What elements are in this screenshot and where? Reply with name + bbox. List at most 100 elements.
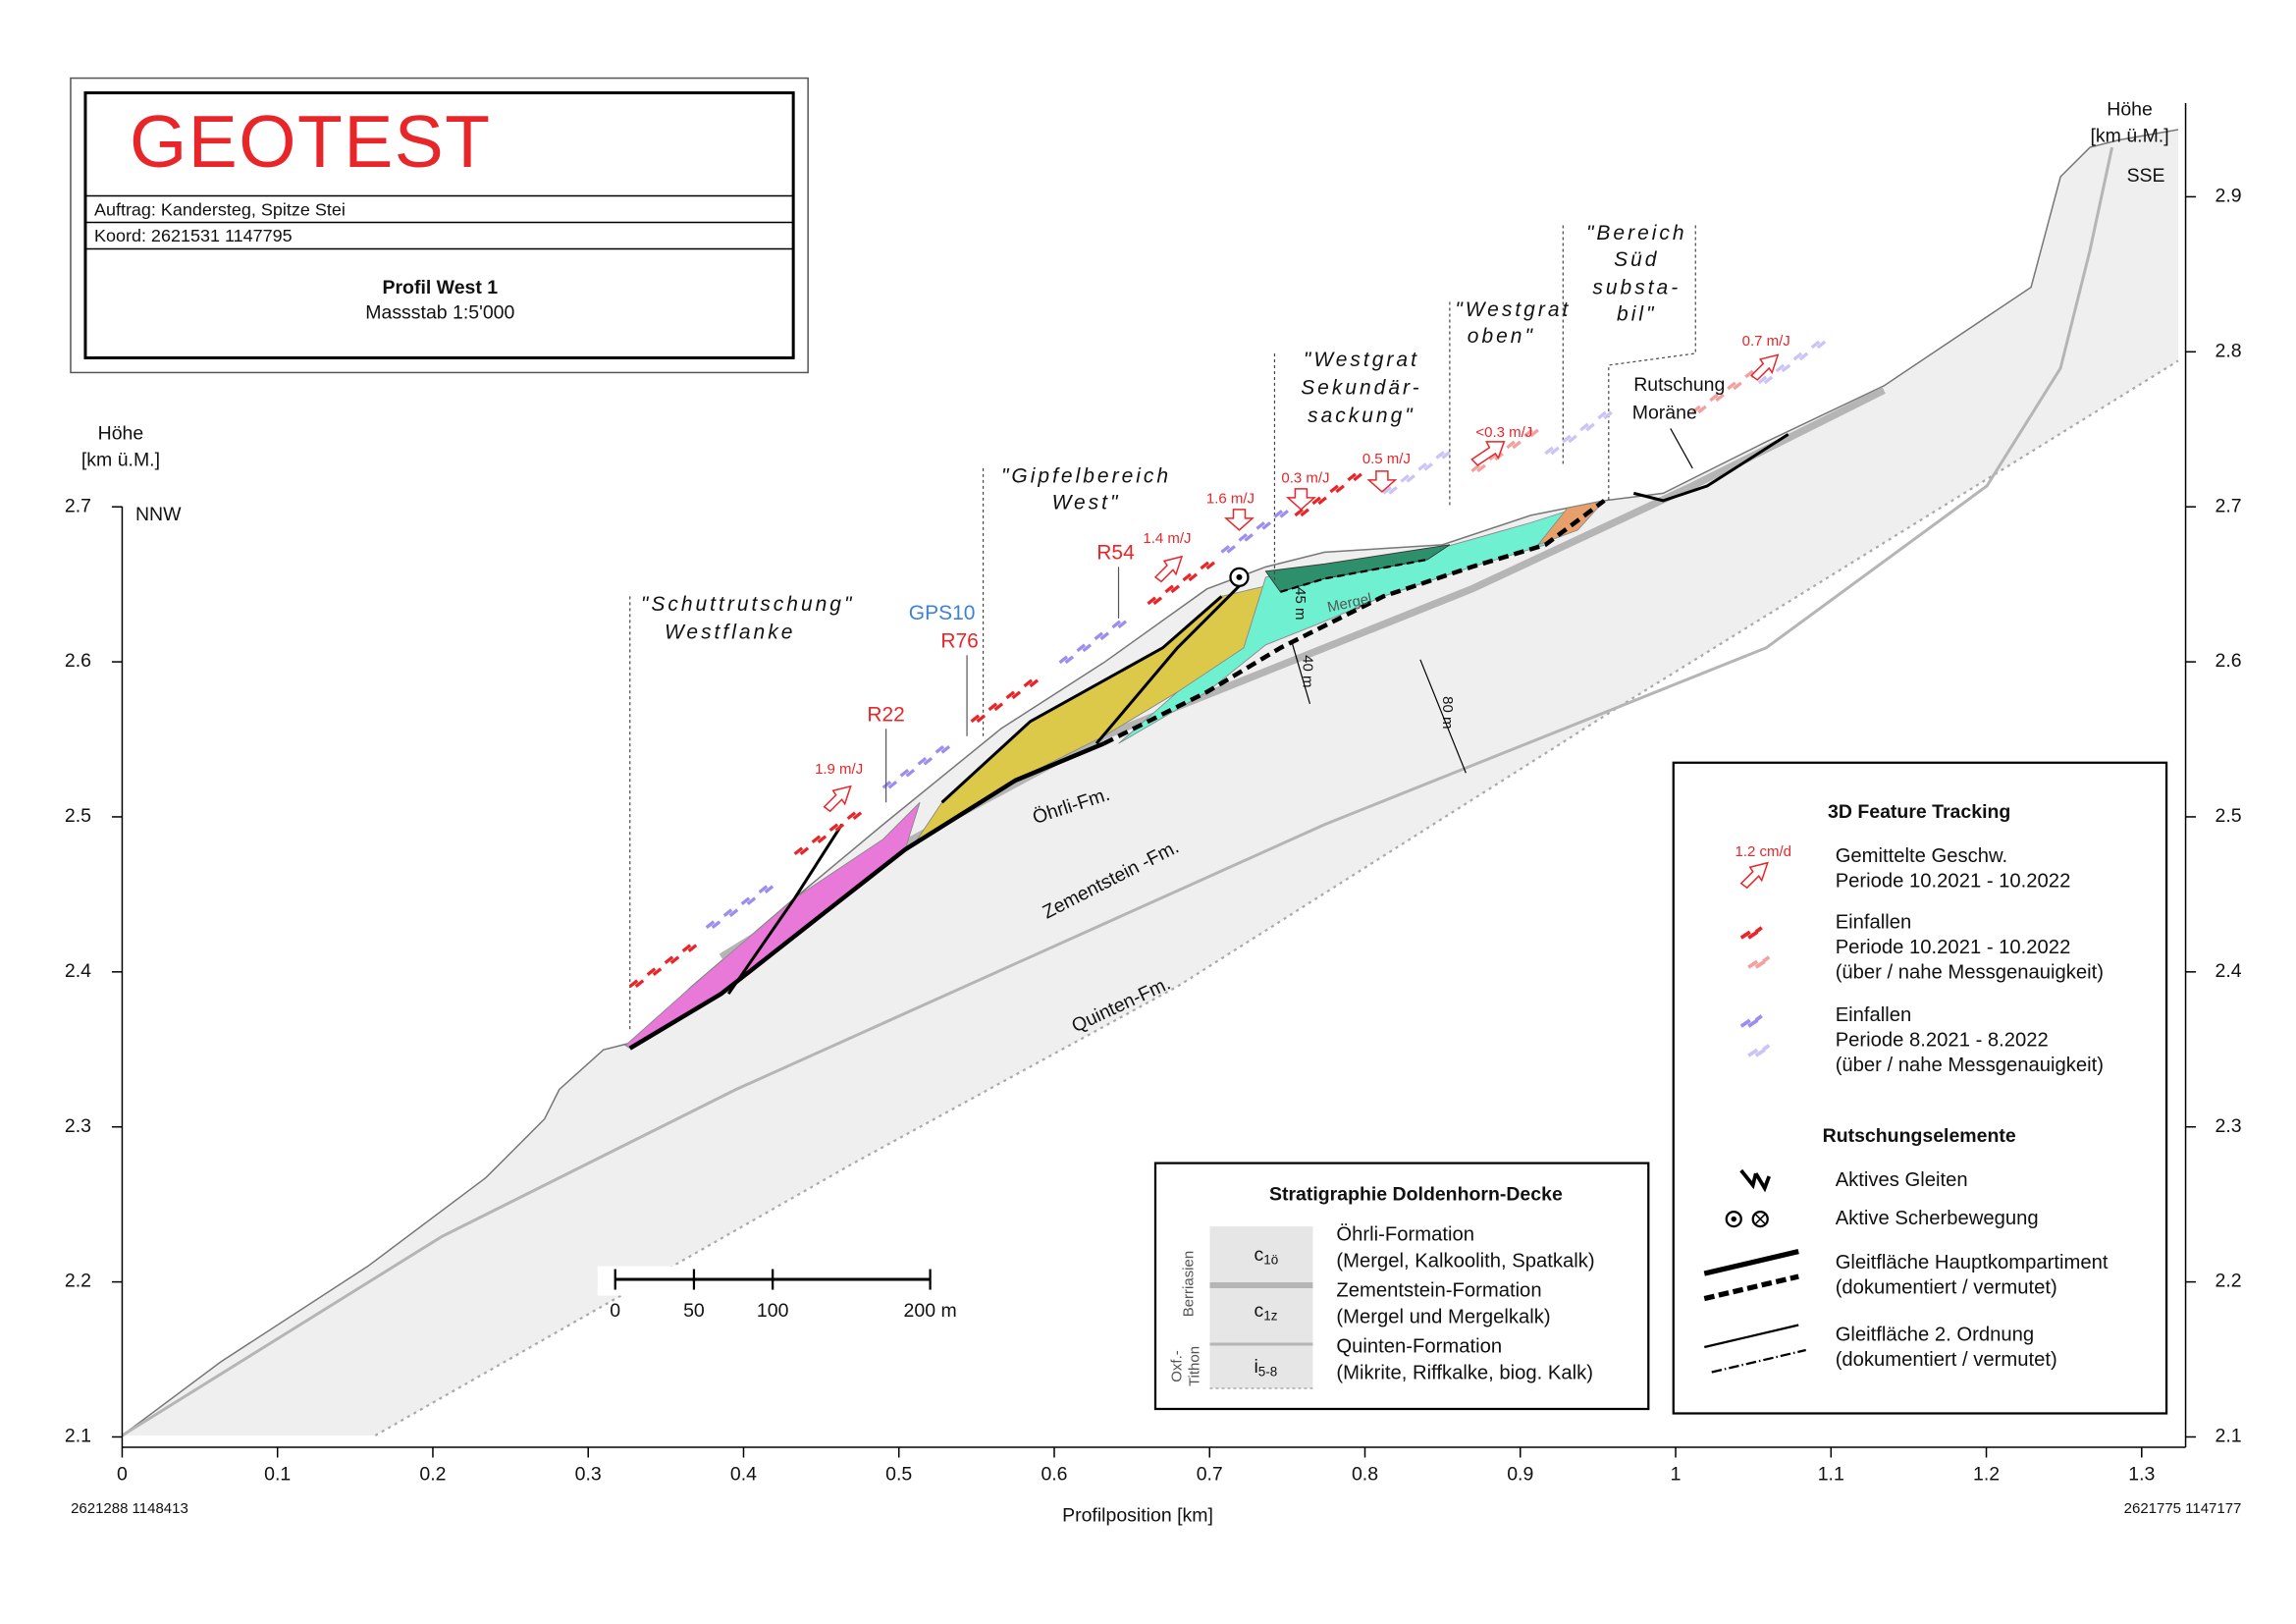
y-tick-label: 2.2 xyxy=(2216,1271,2242,1292)
legend-text: (über / nahe Messgenauigkeit) xyxy=(1836,962,2104,984)
tracking-dash xyxy=(1597,410,1613,420)
tracking-dash xyxy=(917,756,934,766)
y-tick-label: 2.4 xyxy=(2216,960,2242,982)
thickness-line xyxy=(1291,643,1311,704)
tracking-dash xyxy=(1757,375,1774,385)
y-tick-label: 2.1 xyxy=(2216,1426,2242,1447)
y-tick-label: 2.8 xyxy=(2216,340,2242,361)
tracking-dash xyxy=(1076,643,1093,653)
legend-slip-second-inferred xyxy=(1711,1348,1806,1374)
velocity-label: 1.6 m/J xyxy=(1206,490,1255,507)
zone-label: "Schuttrutschung" xyxy=(641,593,855,616)
profile-title: Profil West 1 xyxy=(382,277,498,298)
x-tick-label: 0.1 xyxy=(264,1464,291,1486)
x-tick-label: 1.1 xyxy=(1818,1464,1844,1486)
x-tick-label: 0.9 xyxy=(1507,1464,1533,1486)
x-tick-label: 0.8 xyxy=(1352,1464,1378,1486)
tracking-dash xyxy=(1164,584,1181,594)
tracking-dash xyxy=(1523,428,1539,438)
y-tick-label: 2.6 xyxy=(2216,650,2242,672)
strat-code-main: c xyxy=(1254,1244,1263,1266)
y-title-right: [km ü.M.] xyxy=(2091,126,2169,147)
strat-column xyxy=(1209,1226,1313,1388)
strat-stage: Berriasien xyxy=(1180,1251,1197,1317)
tracking-dash xyxy=(1111,620,1128,629)
point-label: GPS10 xyxy=(909,602,976,624)
tracking-dash xyxy=(1417,462,1433,471)
strat-text: Zementstein-Formation xyxy=(1336,1279,1541,1301)
y-tick-label: 2.3 xyxy=(2216,1115,2242,1137)
profile-scale: Massstab 1:5'000 xyxy=(365,302,514,324)
tracking-dash xyxy=(1023,678,1040,688)
shear-symbol-dot xyxy=(1236,573,1243,580)
tracking-dash xyxy=(740,896,757,905)
point-label: R76 xyxy=(940,629,978,652)
x-tick-label: 0.3 xyxy=(575,1464,602,1486)
slip-secondary-2 xyxy=(940,595,1223,804)
tracking-legend-items: Gemittelte Geschw. Periode 10.2021 - 10.2… xyxy=(1836,845,2109,1371)
zone-label: Sekundär- xyxy=(1301,376,1421,399)
tracking-dash xyxy=(1273,510,1289,518)
tracking-dash xyxy=(934,744,951,754)
y-title-right: Höhe xyxy=(2107,99,2153,121)
slip-green xyxy=(1280,558,1428,593)
velocity-label: 0.7 m/J xyxy=(1742,333,1790,350)
x-tick-label: 0.6 xyxy=(1041,1464,1067,1486)
legend-text: Periode 8.2021 - 8.2022 xyxy=(1836,1029,2049,1051)
velocity-label: 1.9 m/J xyxy=(815,761,863,778)
strat-stage: Tithon xyxy=(1186,1346,1202,1386)
velocity-label: 0.3 m/J xyxy=(1281,469,1329,486)
quinten-boundary xyxy=(121,146,2114,1437)
zone-label: sackung" xyxy=(1308,405,1415,427)
zone-label: "Gipfelbereich xyxy=(1001,464,1171,487)
strat-stage: Oxf.- xyxy=(1168,1350,1185,1381)
zone-label: oben" xyxy=(1468,325,1535,348)
scale-tick-label: 50 xyxy=(683,1300,705,1322)
tracking-dash xyxy=(1544,446,1560,456)
strat-code: c1ö xyxy=(1254,1244,1278,1267)
zone-label: substa- xyxy=(1592,277,1681,299)
tracking-dash xyxy=(758,885,774,894)
legend-text: Aktive Scherbewegung xyxy=(1836,1208,2039,1229)
tracking-dash xyxy=(1435,451,1451,460)
legend-text: Periode 10.2021 - 10.2022 xyxy=(1836,937,2071,958)
y-title-left: [km ü.M.] xyxy=(81,450,160,471)
direction: NNW xyxy=(135,504,182,525)
scale-bar-bg xyxy=(597,1266,819,1296)
tracking-dash xyxy=(881,780,898,789)
strat-code: c1z xyxy=(1254,1300,1277,1323)
coord-right: 2621775 1147177 xyxy=(2124,1500,2242,1517)
strat-code-sub: 5-8 xyxy=(1258,1364,1278,1379)
strat-code-main: c xyxy=(1254,1300,1263,1322)
legend-text: Einfallen xyxy=(1836,1004,1912,1026)
x-tick-label: 1 xyxy=(1671,1464,1682,1486)
strat-code: i5-8 xyxy=(1254,1356,1277,1379)
direction: SSE xyxy=(2127,165,2165,187)
x-tick-label: 1.2 xyxy=(1973,1464,2000,1486)
tracking-dash xyxy=(1238,533,1254,542)
x-title: Profilposition [km] xyxy=(1062,1505,1213,1527)
velocity-arrows xyxy=(823,353,1780,813)
x-tick-label: 1.3 xyxy=(2128,1464,2155,1486)
thickness-line xyxy=(1419,659,1467,774)
thickness-label: 40 m xyxy=(1299,655,1315,687)
legend-slip-main xyxy=(1703,1249,1799,1276)
velocity-arrow xyxy=(1223,509,1255,531)
y-tick-label: 2.7 xyxy=(65,495,91,516)
velocity-arrow xyxy=(1153,555,1184,583)
strat-text: (Mikrite, Riffkalke, biog. Kalk) xyxy=(1336,1362,1593,1383)
tracking-dash xyxy=(664,955,680,964)
tracking-dash xyxy=(970,714,987,724)
legend-text: Gemittelte Geschw. xyxy=(1836,845,2007,867)
strat-text: (Mergel, Kalkoolith, Spatkalk) xyxy=(1336,1250,1594,1272)
strat-code-sub: 1z xyxy=(1263,1308,1277,1323)
x-tick-label: 0.7 xyxy=(1197,1464,1223,1486)
tracking-dash xyxy=(1311,496,1327,506)
tracking-dash xyxy=(1294,508,1309,517)
axes: 0 0.1 0.2 0.3 0.4 0.5 0.6 0.7 0.8 0.9 1 1.1 1.2 1.3 2.… xyxy=(65,103,2242,1486)
tracking-dash xyxy=(1005,690,1022,700)
tracking-dash xyxy=(1182,572,1199,582)
legend-text: Aktives Gleiten xyxy=(1836,1169,1968,1191)
